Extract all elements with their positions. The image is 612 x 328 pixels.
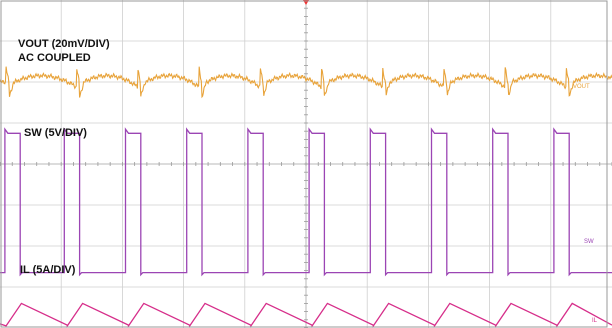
il-scale-label: IL (5A/DIV) (20, 264, 76, 276)
sw-trace (0, 127, 612, 277)
sw-scale-label: SW (5V/DIV) (24, 127, 87, 139)
vout-coupling-label: AC COUPLED (18, 52, 91, 64)
sw-channel-marker: SW (584, 239, 594, 245)
il-channel-marker: IL (592, 318, 598, 324)
vout-trace (0, 66, 612, 99)
vout-scale-label: VOUT (20mV/DIV) (18, 38, 110, 50)
vout-channel-marker: VOUT (573, 84, 590, 90)
il-trace (0, 302, 612, 328)
trace-layer (0, 66, 612, 328)
